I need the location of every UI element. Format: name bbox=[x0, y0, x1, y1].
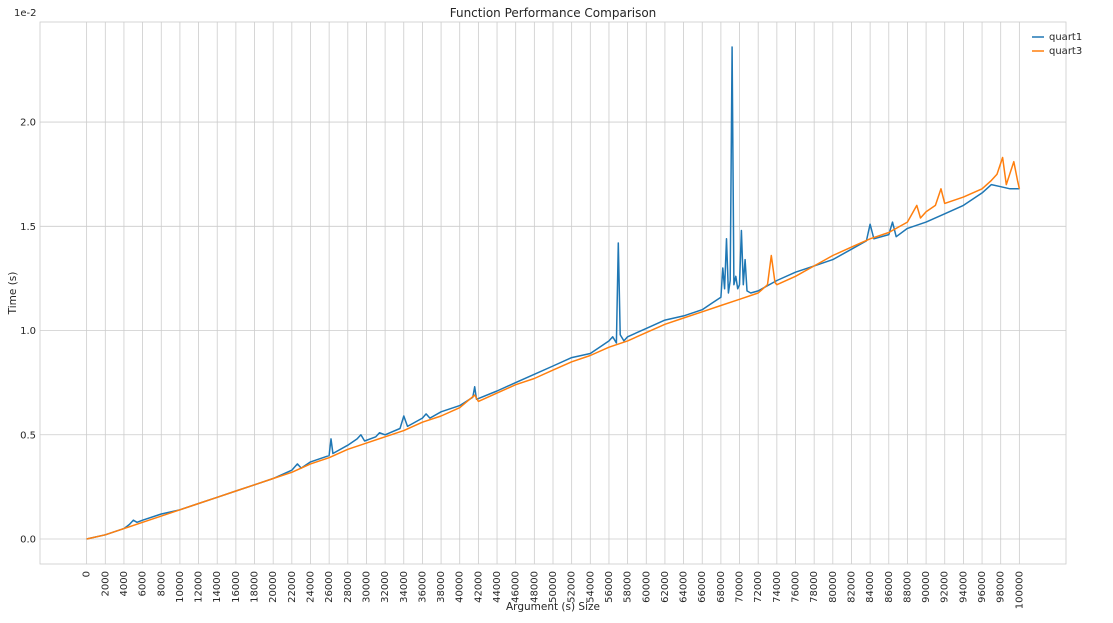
x-tick-label: 12000 bbox=[194, 571, 205, 603]
legend-box bbox=[1020, 28, 1062, 60]
x-tick-label: 92000 bbox=[940, 571, 951, 603]
x-tick-label: 56000 bbox=[604, 571, 615, 603]
series-line-quart1 bbox=[86, 46, 1020, 540]
x-tick-label: 16000 bbox=[231, 571, 242, 603]
x-tick-label: 90000 bbox=[921, 571, 932, 603]
x-tick-label: 80000 bbox=[828, 571, 839, 603]
y-tick-label: 0.0 bbox=[20, 534, 36, 545]
x-tick-label: 78000 bbox=[809, 571, 820, 603]
x-tick-label: 60000 bbox=[641, 571, 652, 603]
x-tick-label: 34000 bbox=[399, 571, 410, 603]
y-offset-label: 1e-2 bbox=[14, 8, 37, 19]
x-tick-label: 46000 bbox=[511, 571, 522, 603]
x-tick-label: 50000 bbox=[548, 571, 559, 603]
x-tick-label: 6000 bbox=[138, 571, 149, 596]
x-tick-label: 84000 bbox=[865, 571, 876, 603]
x-tick-label: 76000 bbox=[791, 571, 802, 603]
x-axis-label: Argument (s) Size bbox=[506, 601, 600, 613]
x-axis-ticks: 0 2000 4000 6000 8000 10000 12000 14000 16000 180… bbox=[82, 571, 1026, 609]
x-tick-label: 58000 bbox=[623, 571, 634, 603]
x-tick-label: 52000 bbox=[567, 571, 578, 603]
x-tick-label: 74000 bbox=[772, 571, 783, 603]
x-tick-label: 22000 bbox=[287, 571, 298, 603]
x-tick-label: 36000 bbox=[417, 571, 428, 603]
x-tick-label: 24000 bbox=[305, 571, 316, 603]
x-tick-label: 20000 bbox=[268, 571, 279, 603]
x-tick-label: 0 bbox=[82, 571, 93, 577]
x-tick-label: 70000 bbox=[735, 571, 746, 603]
x-tick-label: 82000 bbox=[846, 571, 857, 603]
x-tick-label: 26000 bbox=[324, 571, 335, 603]
x-tick-label: 18000 bbox=[250, 571, 261, 603]
series-line-quart3 bbox=[86, 156, 1021, 540]
plot-frame bbox=[39, 21, 1067, 565]
x-tick-label: 86000 bbox=[884, 571, 895, 603]
x-tick-label: 32000 bbox=[380, 571, 391, 603]
x-tick-label: 62000 bbox=[660, 571, 671, 603]
y-tick-label: 0.5 bbox=[20, 430, 36, 441]
grid bbox=[40, 22, 1066, 564]
chart-title: Function Performance Comparison bbox=[450, 6, 657, 20]
series-layer bbox=[86, 46, 1021, 540]
x-tick-label: 48000 bbox=[529, 571, 540, 603]
x-tick-label: 88000 bbox=[902, 571, 913, 603]
x-tick-label: 2000 bbox=[100, 571, 111, 596]
x-tick-label: 72000 bbox=[753, 571, 764, 603]
x-tick-label: 94000 bbox=[958, 571, 969, 603]
legend: quart1 quart3 bbox=[1020, 28, 1082, 60]
y-tick-label: 1.5 bbox=[20, 222, 36, 233]
x-tick-label: 30000 bbox=[361, 571, 372, 603]
x-tick-label: 28000 bbox=[343, 571, 354, 603]
x-tick-label: 14000 bbox=[212, 571, 223, 603]
y-tick-label: 2.0 bbox=[20, 118, 36, 129]
x-tick-label: 40000 bbox=[455, 571, 466, 603]
x-tick-label: 10000 bbox=[175, 571, 186, 603]
x-tick-label: 54000 bbox=[585, 571, 596, 603]
x-tick-label: 96000 bbox=[977, 571, 988, 603]
y-axis-ticks: 0.0 0.5 1.0 1.5 2.0 bbox=[20, 118, 36, 546]
x-tick-label: 64000 bbox=[679, 571, 690, 603]
y-tick-label: 1.0 bbox=[20, 326, 36, 337]
x-tick-label: 68000 bbox=[716, 571, 727, 603]
x-tick-label: 4000 bbox=[119, 571, 130, 596]
y-axis-label: Time (s) bbox=[7, 272, 19, 316]
x-tick-label: 66000 bbox=[697, 571, 708, 603]
x-tick-label: 42000 bbox=[473, 571, 484, 603]
x-tick-label: 38000 bbox=[436, 571, 447, 603]
x-tick-label: 44000 bbox=[492, 571, 503, 603]
legend-label-quart1: quart1 bbox=[1049, 32, 1082, 43]
legend-label-quart3: quart3 bbox=[1049, 46, 1082, 57]
x-tick-label: 98000 bbox=[996, 571, 1007, 603]
x-tick-label: 100000 bbox=[1014, 571, 1025, 609]
x-tick-label: 8000 bbox=[156, 571, 167, 596]
